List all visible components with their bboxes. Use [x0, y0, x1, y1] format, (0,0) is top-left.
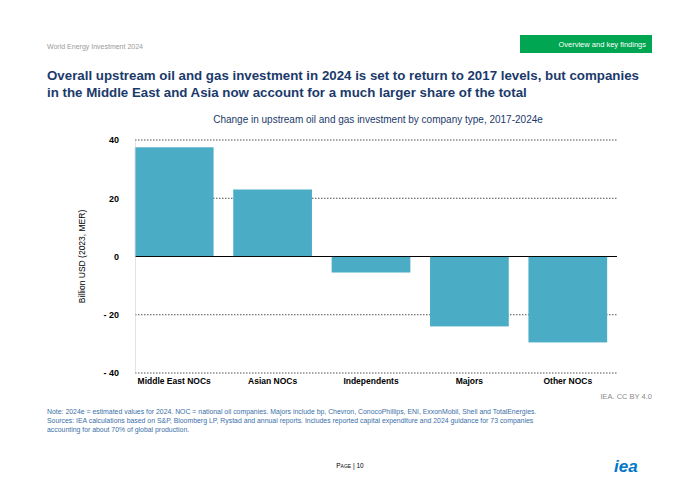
credit: IEA. CC BY 4.0: [600, 392, 652, 401]
title: in the Middle East and Asia now account …: [47, 85, 527, 100]
x-tick-label: Middle East NOCs: [138, 376, 211, 386]
x-tick: Independents: [343, 373, 399, 386]
bars: [135, 147, 607, 342]
x-tick-label: Other NOCs: [543, 376, 592, 386]
note: accounting for about 70% of global produ…: [47, 426, 189, 434]
y-tick-label: 0: [114, 252, 119, 262]
section-label: Overview and key findings: [558, 40, 646, 49]
bar: [135, 147, 214, 256]
note: Note: 2024e = estimated values for 2024.…: [47, 408, 536, 416]
x-tick: Asian NOCs: [248, 373, 297, 386]
grid: [135, 140, 617, 373]
bar: [233, 190, 312, 257]
section-tab: [520, 35, 652, 53]
page-number: Page | 10: [336, 462, 364, 470]
slide: World Energy Investment 2024 Overview and…: [0, 0, 700, 495]
y-tick: 40: [109, 135, 135, 145]
y-axis-title: Billion USD (2023, MER): [77, 210, 87, 304]
y-tick-label: - 40: [103, 368, 119, 378]
title: Overall upstream oil and gas investment …: [47, 68, 639, 83]
y-tick: - 20: [103, 310, 135, 320]
zero-line: [135, 256, 617, 257]
x-tick-label: Asian NOCs: [248, 376, 297, 386]
y-tick-label: 20: [109, 194, 119, 204]
x-tick: Middle East NOCs: [138, 373, 211, 386]
y-tick-label: - 20: [103, 310, 119, 320]
x-tick: Majors: [456, 373, 484, 386]
grid-line: [135, 256, 617, 257]
y-tick: 20: [109, 194, 135, 204]
note: Sources: IEA calculations based on S&P, …: [47, 417, 534, 425]
bar: [430, 257, 509, 327]
header: World Energy Investment 2024: [47, 43, 143, 51]
bar: [528, 257, 607, 343]
subtitle: Change in upstream oil and gas investmen…: [213, 114, 543, 125]
bar: [332, 257, 411, 273]
x-axis: Middle East NOCs Asian NOCs Independents Ma…: [138, 373, 593, 386]
logo: iea: [614, 457, 638, 476]
y-tick: 0: [114, 252, 135, 262]
x-tick: Other NOCs: [543, 373, 592, 386]
y-tick-label: 40: [109, 135, 119, 145]
x-tick-label: Majors: [456, 376, 484, 386]
y-tick: - 40: [103, 368, 135, 378]
grid-line: [135, 373, 617, 374]
y-axis: - 40 - 20 0 20 40: [103, 135, 135, 378]
grid-line: [135, 140, 617, 141]
y-axis-line: [135, 141, 136, 374]
x-tick-label: Independents: [343, 376, 399, 386]
